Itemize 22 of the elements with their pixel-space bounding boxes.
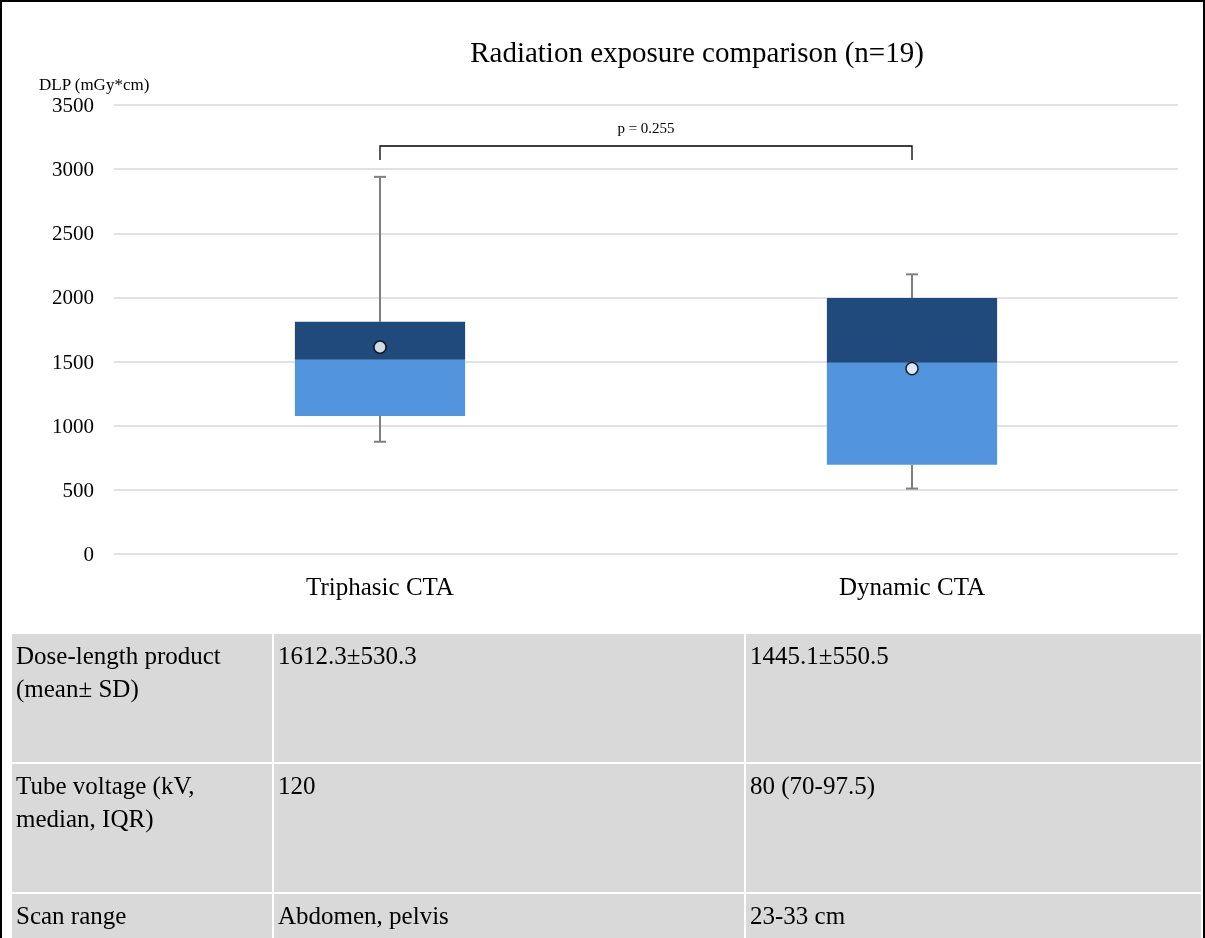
y-tick-label: 500 (62, 477, 94, 502)
text: 23-33 cm (750, 902, 846, 929)
category-label: Tube voltage (kV, median, IQR) (16, 772, 195, 832)
y-tick-label: 0 (83, 542, 94, 566)
text: 1612.3±530.3 (278, 642, 417, 669)
text: 80 (70-97.5) (750, 772, 875, 799)
y-tick-label: 2500 (52, 221, 94, 246)
y-tick-label: 1500 (52, 349, 94, 374)
y-tick-label: 2000 (52, 285, 94, 310)
y-tick-label: 3500 (52, 93, 94, 117)
text: 120 (278, 772, 316, 799)
y-tick-label: 1000 (52, 413, 94, 438)
y-tick-label: 3000 (52, 157, 94, 182)
category-label: Dose-length product (mean± SD) (16, 642, 221, 702)
text: Abdomen, pelvis (278, 902, 449, 929)
category-label: Scan range (16, 902, 127, 929)
x-tick-label: Triphasic CTA (306, 573, 454, 600)
y-axis-title: DLP (mGy*cm) (39, 75, 150, 94)
annotation: p = 0.255 (616, 120, 676, 137)
chart-title: Radiation exposure comparison (n=19) (470, 35, 924, 69)
text: 1445.1±550.5 (750, 642, 889, 669)
x-tick-label: Dynamic CTA (839, 573, 985, 600)
